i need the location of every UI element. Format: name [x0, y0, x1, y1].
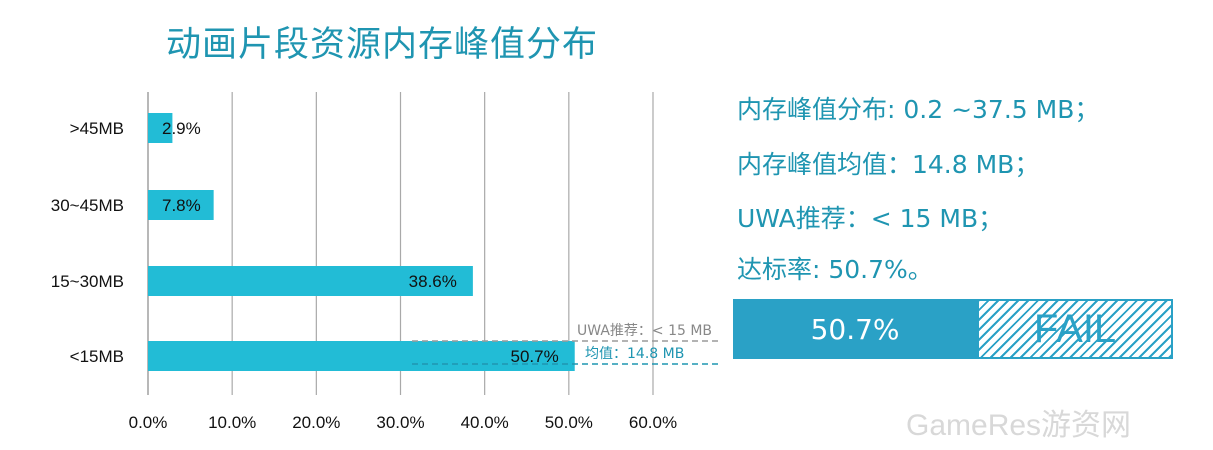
- x-tick-label: 10.0%: [208, 413, 256, 432]
- stat-peak-range: 内存峰值分布: 0.2 ~37.5 MB；: [737, 95, 1100, 124]
- stat-peak-mean: 内存峰值均值：14.8 MB；: [737, 150, 1040, 179]
- value-label: 50.7%: [511, 347, 559, 366]
- x-tick-label: 30.0%: [376, 413, 424, 432]
- category-label: >45MB: [70, 119, 124, 138]
- labels-layer: 0.0% 10.0% 20.0% 30.0% 40.0% 50.0% 60.0% >45MB 2…: [51, 119, 677, 432]
- bar: [148, 341, 575, 371]
- pass-fail-bar: 50.7% FAIL: [733, 299, 1173, 359]
- bar-chart: 0.0% 10.0% 20.0% 30.0% 40.0% 50.0% 60.0% >45MB 2…: [51, 92, 720, 432]
- watermark-logo: GameRes游资网: [906, 409, 1132, 442]
- stat-pass-rate: 达标率: 50.7%。: [737, 255, 933, 284]
- recommend-label: UWA推荐：< 15 MB: [577, 323, 712, 339]
- pass-segment: 50.7%: [733, 299, 978, 359]
- x-tick-label: 50.0%: [545, 413, 593, 432]
- x-tick-label: 40.0%: [461, 413, 509, 432]
- annotation-layer: UWA推荐：< 15 MB 均值：14.8 MB: [412, 323, 720, 365]
- bar: [148, 266, 473, 296]
- x-tick-label: 20.0%: [292, 413, 340, 432]
- category-label: 15~30MB: [51, 272, 124, 291]
- x-tick-label: 0.0%: [129, 413, 168, 432]
- stat-uwa-recommend: UWA推荐：< 15 MB；: [737, 204, 1004, 233]
- mean-label: 均值：14.8 MB: [585, 346, 684, 362]
- fail-segment: FAIL: [977, 299, 1173, 359]
- value-label: 7.8%: [162, 196, 201, 215]
- bar: [148, 190, 214, 220]
- bar: [148, 113, 173, 143]
- category-label: 30~45MB: [51, 196, 124, 215]
- value-label: 2.9%: [162, 119, 201, 138]
- category-label: <15MB: [70, 347, 124, 366]
- chart-title: 动画片段资源内存峰值分布: [166, 25, 599, 65]
- value-label: 38.6%: [409, 272, 457, 291]
- bars-layer: [148, 113, 575, 371]
- x-tick-label: 60.0%: [629, 413, 677, 432]
